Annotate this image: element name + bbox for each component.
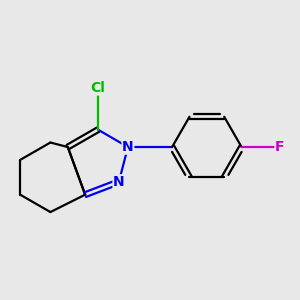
Text: F: F (275, 140, 285, 154)
Text: N: N (122, 140, 134, 154)
Text: Cl: Cl (91, 81, 106, 95)
Text: N: N (113, 175, 125, 189)
